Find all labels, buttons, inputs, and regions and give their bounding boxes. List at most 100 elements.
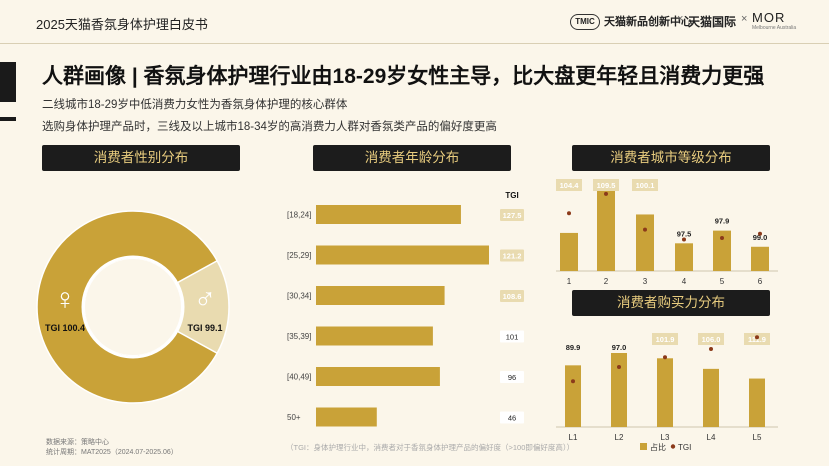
tgi-badge <box>500 411 524 424</box>
tgi-value: 100.1 <box>636 181 655 190</box>
top-bar: 2025天猫香氛身体护理白皮书 TMIC 天猫新品创新中心 × 天猫国际 × M… <box>0 0 829 44</box>
purchase-tick-label: L3 <box>661 433 670 442</box>
subtitle-2: 选购身体护理产品时，三线及以上城市18-34岁的高消费力人群对香氛类产品的偏好度… <box>42 121 497 133</box>
age-bar <box>316 326 433 346</box>
male-symbol-icon: ♂ <box>194 283 217 316</box>
legend-label: 占比 <box>650 442 666 452</box>
tgi-value: 106.0 <box>702 335 721 344</box>
brand-separator-2: × <box>741 13 748 25</box>
legend-swatch-tgi <box>670 444 676 449</box>
purchase-tick-label: L5 <box>753 433 762 442</box>
age-bar <box>316 205 461 224</box>
tgi-point <box>758 231 762 236</box>
tgi-badge <box>671 227 697 240</box>
brand-separator-1: × <box>677 13 684 25</box>
accent-block <box>0 62 16 102</box>
pie-inner-ring <box>81 255 185 359</box>
purchase-tick-label: L1 <box>569 433 578 442</box>
pie-label: TGI 100.4 <box>45 323 85 333</box>
tgi-value: 111.9 <box>748 335 766 344</box>
tgi-header: TGI <box>505 191 518 200</box>
tgi-value: 101 <box>506 333 519 342</box>
brand-tmall-global: 天猫国际 <box>688 15 737 29</box>
section-purchase-header: 消费者购买力分布 <box>572 290 770 316</box>
age-tick-label: [30,34] <box>287 292 311 301</box>
tgi-badge <box>556 179 582 191</box>
tgi-badge <box>500 371 524 383</box>
age-bar <box>316 286 445 305</box>
section-age-header: 消费者年龄分布 <box>313 145 511 171</box>
city-bar <box>751 246 769 271</box>
tmic-logo: TMIC <box>570 14 600 30</box>
purchase-bar <box>703 368 719 427</box>
purchase-bar <box>611 353 627 427</box>
age-tick-label: [25,29] <box>287 251 311 260</box>
tgi-value: 109.5 <box>597 181 616 190</box>
tgi-badge <box>560 341 586 353</box>
tgi-point <box>709 347 713 351</box>
tgi-point <box>755 335 759 340</box>
female-symbol-icon: ♀ <box>54 283 77 316</box>
city-bar <box>675 243 693 271</box>
tgi-badge <box>500 330 524 343</box>
brand-mor-sub: Melbourne Australia <box>752 25 797 31</box>
report-title: 2025天猫香氛身体护理白皮书 <box>36 17 208 32</box>
age-bar <box>316 407 377 427</box>
purchase-tick-label: L2 <box>615 433 624 442</box>
city-tick-label: 2 <box>604 277 609 286</box>
tgi-badge <box>632 179 658 191</box>
footer-tgi-note: （TGI：身体护理行业中，消费者对于香氛身体护理产品的偏好度（>100即偏好度高… <box>286 443 575 452</box>
brand-tmic: 天猫新品创新中心 <box>604 16 692 28</box>
age-bar <box>316 245 489 265</box>
tgi-value: 97.0 <box>612 343 627 352</box>
city-bar <box>636 214 654 271</box>
tgi-badge <box>698 333 724 345</box>
tgi-value: 89.9 <box>566 343 581 352</box>
age-tick-label: 50+ <box>287 413 301 422</box>
footer-source: 数据来源：策略中心 <box>46 439 109 446</box>
accent-line <box>0 117 16 121</box>
tgi-badge <box>606 341 632 353</box>
city-tick-label: 3 <box>643 277 648 286</box>
tgi-value: 46 <box>508 414 516 423</box>
tgi-value: 108.6 <box>503 292 522 301</box>
age-tick-label: [18,24] <box>287 211 311 220</box>
age-tick-label: [40,49] <box>287 373 311 382</box>
purchase-tick-label: L4 <box>707 433 716 442</box>
tgi-point <box>571 379 575 384</box>
tgi-point <box>604 191 608 196</box>
city-bar <box>597 181 615 271</box>
city-bar <box>713 230 731 271</box>
tgi-point <box>720 235 724 240</box>
tgi-value: 96 <box>508 373 516 382</box>
tgi-badge <box>500 209 524 221</box>
section-gender-header: 消费者性别分布 <box>42 145 240 171</box>
age-tick-label: [35,39] <box>287 332 311 341</box>
tgi-value: 97.9 <box>715 217 730 226</box>
city-tick-label: 5 <box>720 277 725 286</box>
tgi-badge <box>709 214 735 227</box>
tgi-point <box>663 355 667 360</box>
tgi-point <box>617 365 621 369</box>
pie-center-hole <box>85 259 181 355</box>
tgi-badge <box>500 249 524 262</box>
age-bar <box>316 367 440 386</box>
city-tick-label: 1 <box>567 277 572 286</box>
city-bar <box>560 232 578 271</box>
subtitle-1: 二线城市18-29岁中低消费力女性为香氛身体护理的核心群体 <box>42 99 348 111</box>
city-tick-label: 6 <box>758 277 763 286</box>
tgi-badge <box>747 230 773 243</box>
tgi-value: 104.4 <box>560 181 580 190</box>
tgi-point <box>682 237 686 242</box>
purchase-bar <box>565 365 581 427</box>
purchase-bar <box>657 358 673 427</box>
legend-swatch-share <box>640 443 647 450</box>
brand-mor-logo: MOR <box>752 10 786 25</box>
tgi-point <box>643 227 647 232</box>
pie-label: TGI 99.1 <box>187 323 222 333</box>
tgi-value: 101.9 <box>656 335 675 344</box>
legend-label: TGI <box>678 443 691 452</box>
tgi-value: 127.5 <box>503 211 522 220</box>
tgi-badge <box>593 179 619 191</box>
